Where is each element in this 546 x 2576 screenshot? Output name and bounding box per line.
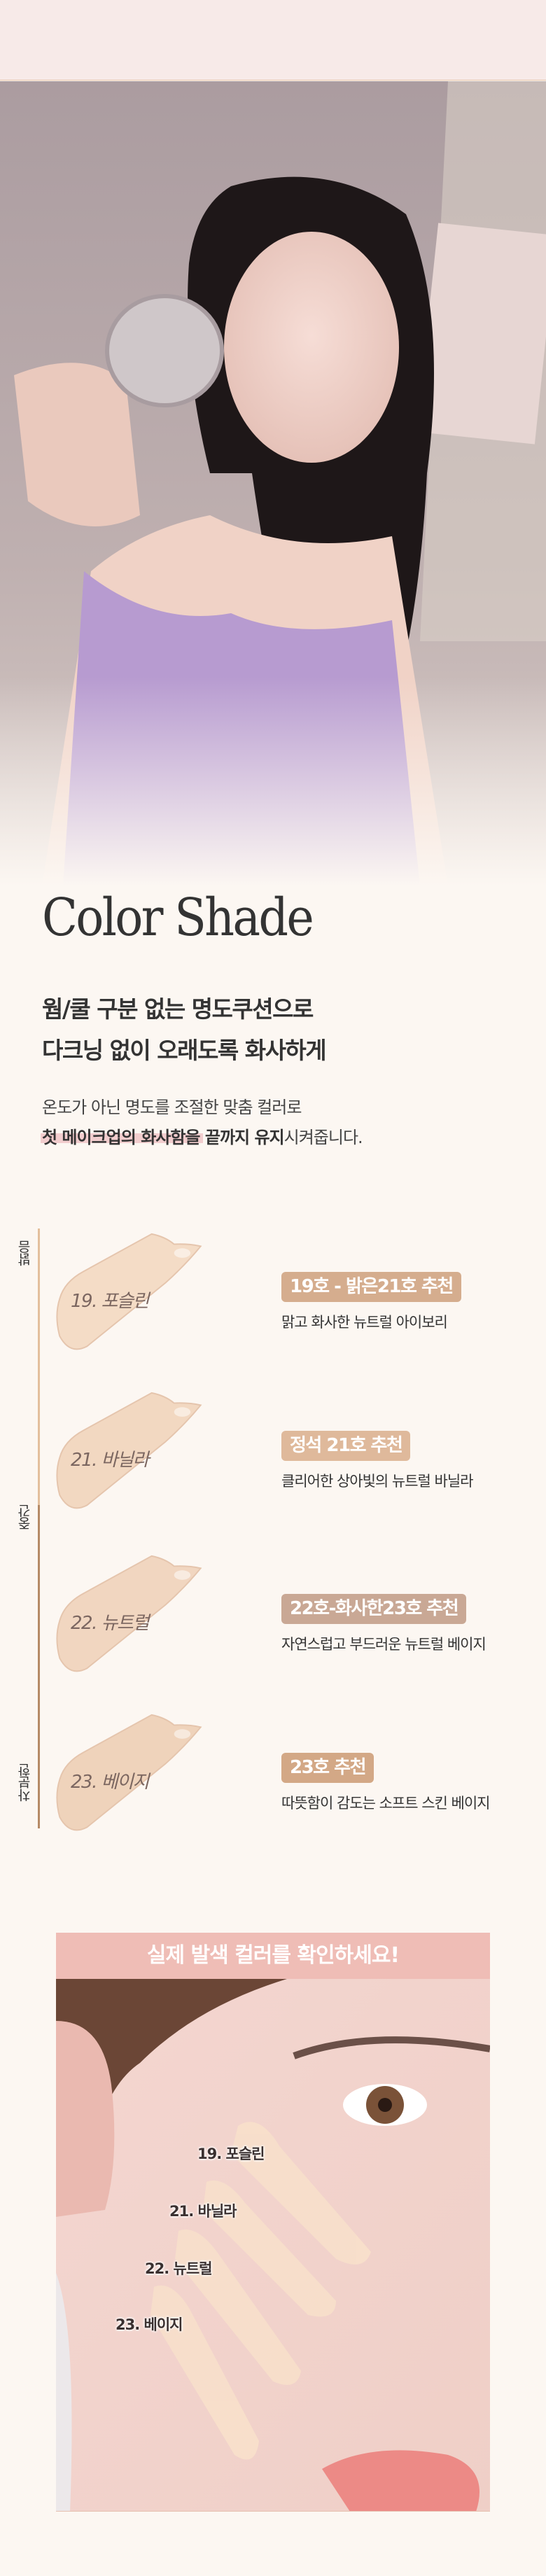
headline-line-2: 다크닝 없이 오래도록 화사하게 xyxy=(42,1037,327,1064)
shade-name: 19. 포슬린 xyxy=(71,1291,149,1312)
shade-name: 22. 뉴트럴 xyxy=(71,1613,149,1634)
body-line-1: 온도가 아닌 명도를 조절한 맞춤 컬러로 xyxy=(42,1098,302,1117)
shade-recommend-badge: 정석 21호 추천 xyxy=(281,1431,411,1461)
body-line-2: 첫 메이크업의 화사함을 끝까지 유지시켜줍니다. xyxy=(42,1124,363,1148)
shade-recommend-badge: 23호 추천 xyxy=(281,1753,374,1783)
shade-swatch: 22. 뉴트럴 xyxy=(52,1553,206,1679)
scale-label-middle: 중간 xyxy=(18,1505,33,1530)
swatch-smear xyxy=(56,1714,202,1831)
swatch-smear xyxy=(56,1233,202,1350)
scale-label-bright: 밝음 xyxy=(18,1241,33,1266)
text-highlight xyxy=(41,1133,203,1143)
scale-axis-light xyxy=(38,1228,40,1505)
shade-swatch: 21. 바닐라 xyxy=(52,1390,206,1516)
shade-name: 21. 바닐라 xyxy=(71,1450,149,1471)
shade-swatch: 23. 베이지 xyxy=(52,1712,206,1837)
scale-label-calm: 차분한 xyxy=(18,1764,33,1802)
top-band xyxy=(0,0,546,80)
photo-label-23: 23. 베이지 xyxy=(115,2316,183,2333)
shade-description: 따뜻함이 감도는 소프트 스킨 베이지 xyxy=(281,1795,490,1812)
real-color-photo: 19. 포슬린 21. 바닐라 22. 뉴트럴 23. 베이지 xyxy=(56,1979,490,2512)
shade-name: 23. 베이지 xyxy=(71,1772,149,1793)
photo-label-19: 19. 포슬린 xyxy=(197,2146,265,2162)
shade-description: 클리어한 상아빛의 뉴트럴 바닐라 xyxy=(281,1473,474,1490)
shade-description: 자연스럽고 부드러운 뉴트럴 베이지 xyxy=(281,1636,486,1653)
swatch-smear xyxy=(56,1392,202,1509)
shade-recommend-badge: 19호 - 밝은21호 추천 xyxy=(281,1272,461,1302)
body-highlight-text: 첫 메이크업의 화사함을 끝까지 유지 xyxy=(42,1128,285,1147)
shade-description: 맑고 화사한 뉴트럴 아이보리 xyxy=(281,1314,448,1331)
shade-recommend-badge: 22호-화사한23호 추천 xyxy=(281,1594,467,1624)
shade-swatch: 19. 포슬린 xyxy=(52,1231,206,1357)
real-color-header: 실제 발색 컬러를 확인하세요! xyxy=(56,1933,490,1979)
hero-model-photo xyxy=(0,81,546,886)
photo-label-22: 22. 뉴트럴 xyxy=(145,2260,212,2277)
scale-axis-dark xyxy=(38,1505,40,1828)
swatch-smear xyxy=(56,1555,202,1672)
photo-label-21: 21. 바닐라 xyxy=(169,2203,237,2220)
section-title: Color Shade xyxy=(42,888,314,948)
body-rest-text: 시켜줍니다. xyxy=(284,1128,363,1147)
headline-line-1: 웜/쿨 구분 없는 명도쿠션으로 xyxy=(42,995,314,1023)
